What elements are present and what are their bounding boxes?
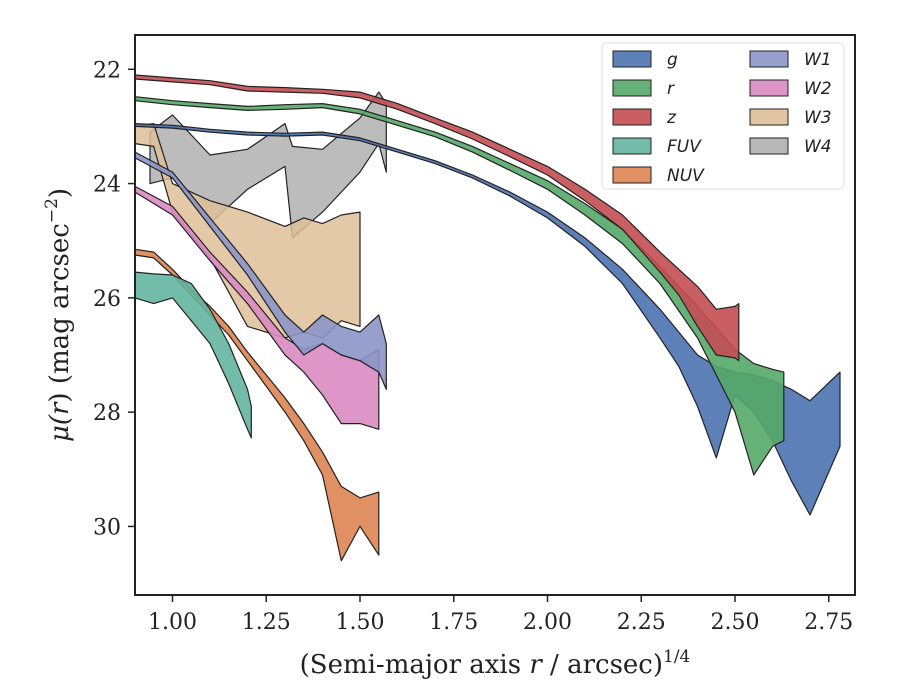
legend-label-nuv: NUV [667,166,705,186]
x-tick-label: 2.00 [523,610,572,635]
band-w1 [134,151,387,390]
legend-swatch-r [612,79,652,97]
legend-swatch-z [612,108,652,126]
x-axis-ticks: 1.00 1.25 1.50 1.75 2.00 2.25 2.50 2.75 [148,595,853,635]
legend-swatch-nuv [612,166,652,184]
band-layer [134,74,841,562]
legend-label-w2: W2 [804,79,832,99]
band-r [134,96,785,476]
x-tick-label: 2.75 [804,610,853,635]
legend-label-g: g [667,50,678,70]
y-axis-label-group: μ(r) (mag arcsec−2) [42,188,75,442]
y-tick-label: 24 [93,173,121,198]
legend-label-r: r [667,79,675,99]
legend-label-w1: W1 [804,50,832,70]
legend-label-z: z [666,108,677,128]
x-axis-label: (Semi-major axis r / arcsec)1/4 [300,647,691,680]
band-z [134,74,740,362]
legend-swatch-w3 [749,108,789,126]
y-axis-label: μ(r) (mag arcsec−2) [42,188,75,442]
band-g [134,122,841,516]
legend-label-fuv: FUV [667,137,702,157]
legend-swatch-w4 [749,137,789,155]
legend-label-w4: W4 [804,137,832,157]
y-tick-label: 28 [93,401,121,426]
legend-swatch-w2 [749,79,789,97]
x-tick-label: 1.25 [242,610,291,635]
y-tick-label: 26 [93,287,121,312]
y-tick-label: 30 [93,515,121,540]
x-tick-label: 2.25 [617,610,666,635]
band-w2 [134,185,380,430]
x-tick-label: 1.00 [148,610,197,635]
x-tick-label: 1.50 [336,610,385,635]
plot-frame [134,34,856,596]
legend-label-w3: W3 [804,108,832,128]
y-axis-ticks: 22 24 26 28 30 [93,58,135,540]
x-tick-label: 2.50 [711,610,760,635]
legend-swatch-w1 [749,50,789,68]
legend-swatch-g [612,50,652,68]
legend: grz FUV NUV W1 W2 W3 W4 [601,42,845,190]
x-tick-label: 1.75 [429,610,478,635]
legend-swatch-fuv [612,137,652,155]
y-tick-label: 22 [93,58,121,83]
band-fuv [134,271,252,439]
